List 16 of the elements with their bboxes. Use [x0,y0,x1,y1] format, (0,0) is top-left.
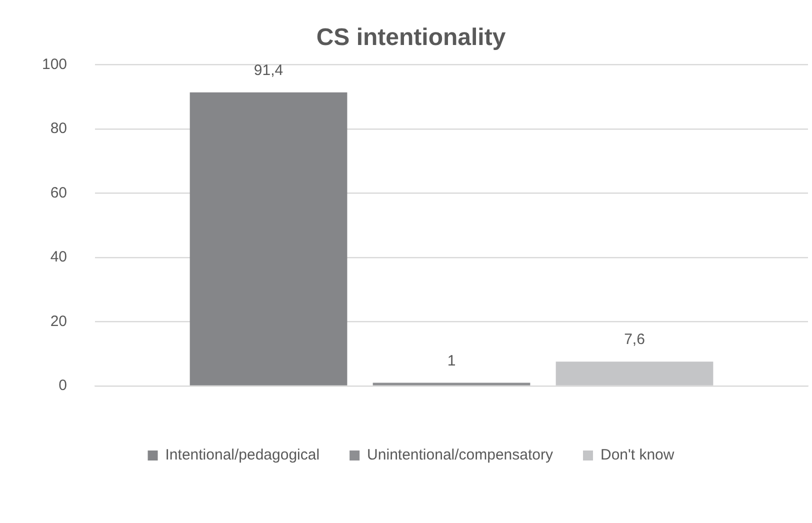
y-tick-label: 60 [50,184,68,202]
bar [556,362,714,386]
data-label: 91,4 [254,62,284,80]
chart-title: CS intentionality [316,24,506,52]
legend-label: Unintentional/compensatory [367,446,554,464]
data-label: 1 [447,352,456,370]
y-tick-label: 100 [42,56,68,73]
y-tick-label: 0 [58,377,68,394]
bar [372,382,530,386]
legend-label: Intentional/pedagogical [165,446,320,464]
legend-label: Don't know [600,446,674,464]
y-tick-label: 40 [50,248,68,266]
y-tick-label: 80 [50,120,68,138]
y-tick-label: 20 [50,312,68,330]
bar [190,92,348,386]
data-label: 7,6 [624,331,645,348]
